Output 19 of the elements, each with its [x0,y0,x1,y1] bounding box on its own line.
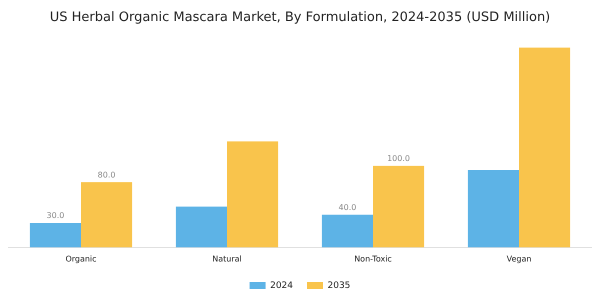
bar [227,141,278,248]
x-tick-label: Natural [212,254,242,264]
x-tick-label: Vegan [506,254,532,264]
bar [81,182,132,248]
chart-title: US Herbal Organic Mascara Market, By Formulation, 2024-2035 (USD Million) [50,10,550,26]
data-label: 100.0 [387,154,410,163]
bar [30,222,81,248]
data-label: 30.0 [46,211,64,220]
x-tick-label: Organic [65,254,97,264]
data-label: 40.0 [338,202,356,212]
legend-label: 2035 [328,280,350,291]
bar [322,214,373,248]
legend-label: 2024 [270,280,294,291]
x-tick-label: Non-Toxic [354,254,392,264]
bar [468,170,519,248]
bar [176,206,227,248]
bar [373,166,424,248]
data-label: 80.0 [98,170,116,180]
bar [519,48,570,248]
